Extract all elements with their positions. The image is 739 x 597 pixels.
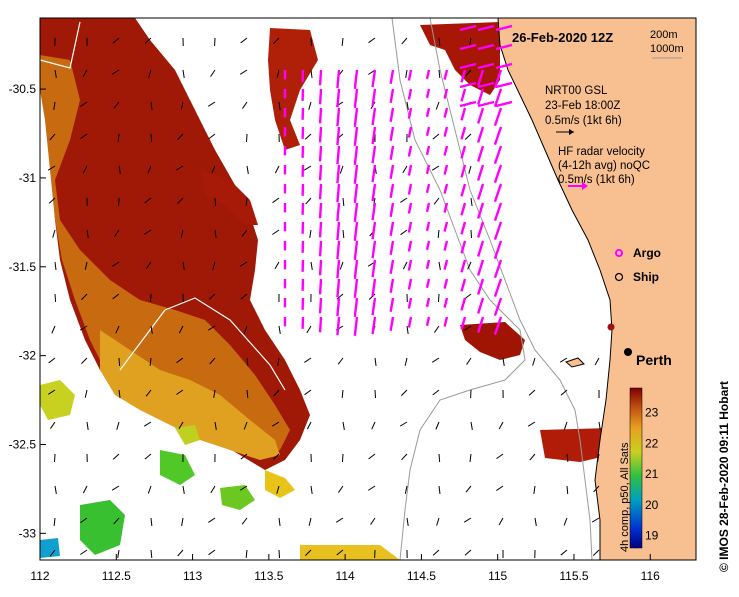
nrt-vector <box>279 550 280 558</box>
date-label: 26-Feb-2020 12Z <box>512 30 613 45</box>
x-tick-label: 114 <box>336 569 355 583</box>
hf-vector <box>337 317 339 335</box>
hf-vector <box>337 108 339 126</box>
hf-title: HF radar velocity <box>558 146 645 158</box>
perth-marker <box>624 348 632 356</box>
x-tick-label: 113 <box>183 569 202 583</box>
nrt-vector <box>151 134 152 142</box>
colorbar-tick-label: 23 <box>645 406 659 420</box>
y-tick-label: -32 <box>19 349 37 363</box>
y-tick-label: -32.5 <box>9 437 37 451</box>
nrt-vector <box>471 230 472 238</box>
nrt-vector <box>119 358 120 366</box>
hf-vector <box>337 146 339 164</box>
x-tick-label: 112.5 <box>102 569 131 583</box>
hf-vector <box>337 165 339 183</box>
hf-vector <box>337 260 339 278</box>
hf-vector <box>337 279 339 297</box>
nrt-scale: 0.5m/s (1kt 6h) <box>545 115 622 127</box>
colorbar <box>630 388 642 548</box>
hf-sub: (4-12h avg) noQC <box>558 160 650 172</box>
nrt-vector <box>55 294 56 302</box>
colorbar-tick-label: 21 <box>645 467 659 481</box>
nrt-vector <box>342 454 343 462</box>
hf-vector <box>320 279 321 294</box>
hf-vector <box>337 127 339 145</box>
credit-label: © IMOS 28-Feb-2020 09:11 Hobart <box>717 381 731 572</box>
hf-vector <box>320 146 321 161</box>
hf-vector <box>320 203 321 218</box>
contour-200m-label: 200m <box>650 29 678 41</box>
y-tick-label: -33 <box>19 526 37 540</box>
sst-blue-patch <box>40 538 60 558</box>
contour-1000m-label: 1000m <box>650 43 684 55</box>
hf-vector <box>320 222 321 237</box>
hf-vector <box>320 260 321 275</box>
hf-vector <box>320 127 321 142</box>
hf-vector <box>337 222 339 240</box>
hf-vector <box>337 241 339 259</box>
nrt-vector <box>439 454 440 462</box>
hf-vector <box>337 89 339 107</box>
colorbar-tick-label: 19 <box>645 529 659 543</box>
ship-label: Ship <box>633 270 659 284</box>
nrt-date: 23-Feb 18:00Z <box>545 100 620 112</box>
hf-vector <box>337 70 339 88</box>
hf-vector <box>320 317 321 332</box>
hf-vector <box>320 241 321 256</box>
colorbar-label: 4h comp, p50, All Sats <box>619 442 631 552</box>
nrt-vector <box>311 38 312 46</box>
x-tick-label: 116 <box>641 569 660 583</box>
y-tick-label: -30.5 <box>9 82 37 96</box>
coastal-marker <box>608 324 615 331</box>
nrt-title: NRT00 GSL <box>545 85 608 97</box>
hf-vector <box>320 165 321 180</box>
hf-scale: 0.5m/s (1kt 6h) <box>558 174 635 186</box>
y-tick-label: -31.5 <box>9 260 37 274</box>
hf-vector <box>320 298 321 313</box>
x-tick-label: 113.5 <box>254 569 283 583</box>
argo-label: Argo <box>633 246 661 260</box>
y-tick-label: -31 <box>19 171 37 185</box>
nrt-vector <box>215 198 216 206</box>
hf-vector <box>337 203 339 221</box>
x-tick-label: 112 <box>30 569 49 583</box>
x-tick-label: 115.5 <box>559 569 588 583</box>
nrt-vector <box>375 390 376 398</box>
city-label-perth: Perth <box>636 352 672 368</box>
hf-vector <box>320 89 321 104</box>
hf-vector <box>337 298 339 316</box>
hf-vector <box>320 184 321 199</box>
x-tick-label: 115 <box>488 569 507 583</box>
nrt-vector <box>438 294 439 302</box>
colorbar-tick-label: 22 <box>645 436 659 450</box>
hf-vector <box>320 108 321 123</box>
x-tick-label: 114.5 <box>407 569 436 583</box>
colorbar-tick-label: 20 <box>645 498 659 512</box>
hf-vector <box>320 70 321 85</box>
hf-vector <box>337 184 339 202</box>
